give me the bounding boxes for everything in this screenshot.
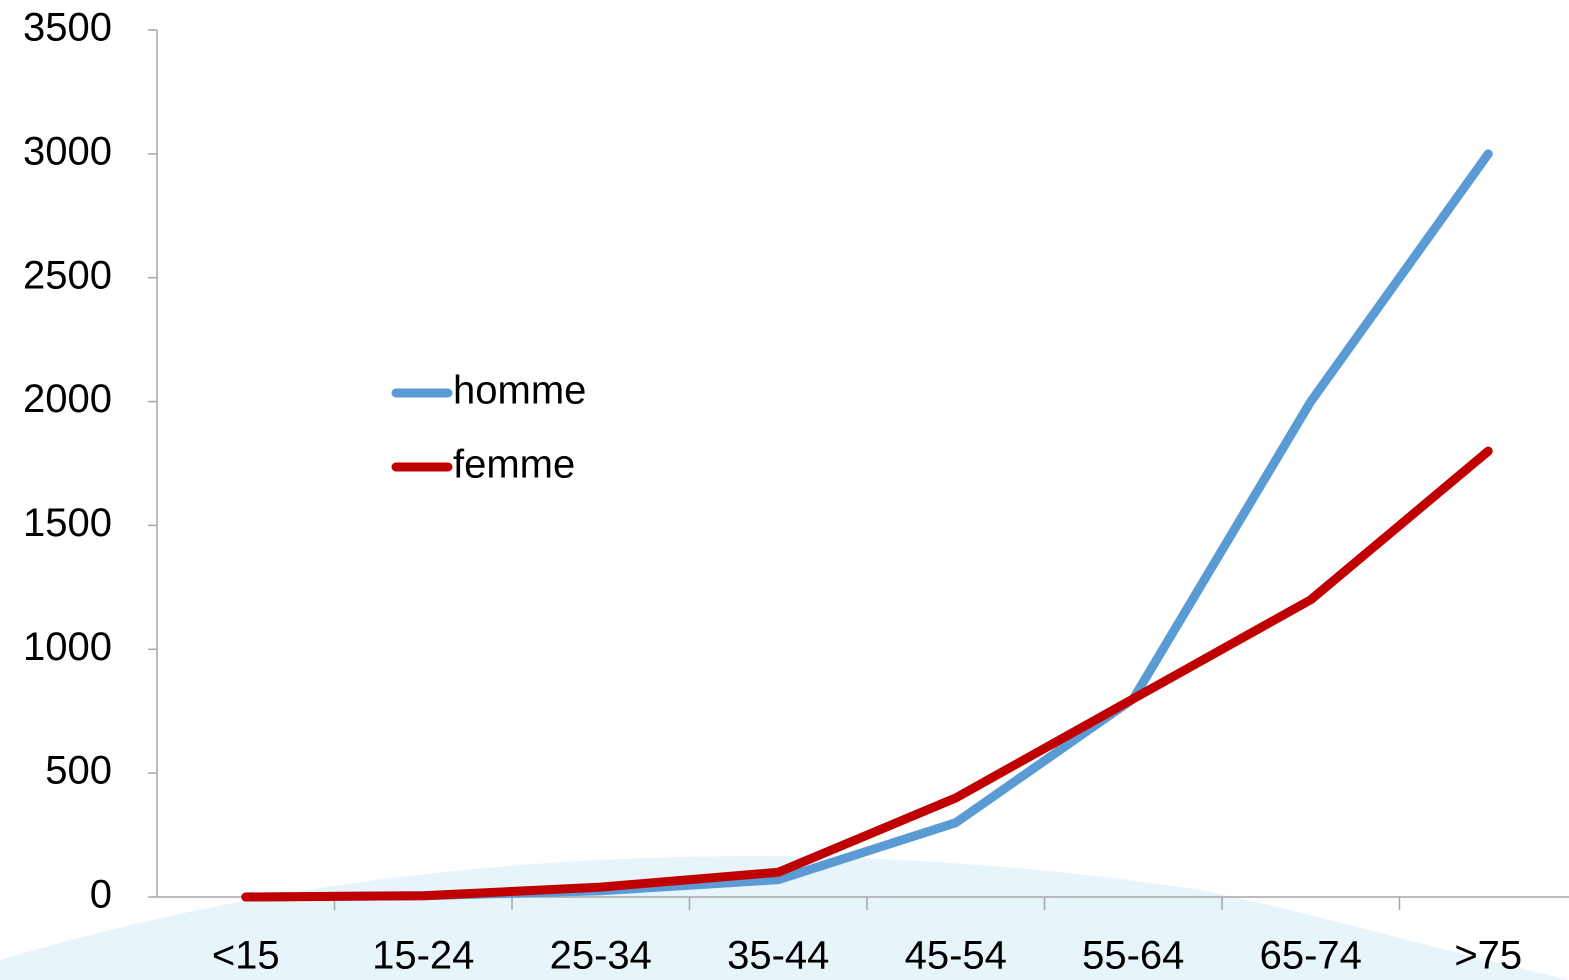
y-tick-label: 2500	[23, 253, 112, 297]
x-tick-label: 65-74	[1260, 934, 1362, 978]
y-tick-label: 500	[45, 749, 112, 793]
x-tick-label: 55-64	[1082, 934, 1184, 978]
x-tick-label: 45-54	[905, 934, 1007, 978]
y-tick-label: 3000	[23, 129, 112, 173]
series-line	[246, 451, 1489, 897]
legend-label: homme	[453, 369, 586, 413]
series-line	[246, 154, 1489, 897]
x-tick-label: 25-34	[550, 934, 652, 978]
x-tick-label: 35-44	[727, 934, 829, 978]
y-tick-label: 1500	[23, 501, 112, 545]
x-tick-label: 15-24	[372, 934, 474, 978]
y-tick-label: 1000	[23, 625, 112, 669]
y-tick-label: 2000	[23, 377, 112, 421]
x-tick-label: >75	[1454, 934, 1522, 978]
y-tick-label: 3500	[23, 6, 112, 50]
y-tick-label: 0	[90, 873, 112, 917]
legend-label: femme	[453, 443, 575, 487]
chart: 0 500 1000 1500 2000 2500 3000 3500 <15 15-24 25-3…	[0, 0, 1569, 980]
x-tick-label: <15	[212, 934, 280, 978]
